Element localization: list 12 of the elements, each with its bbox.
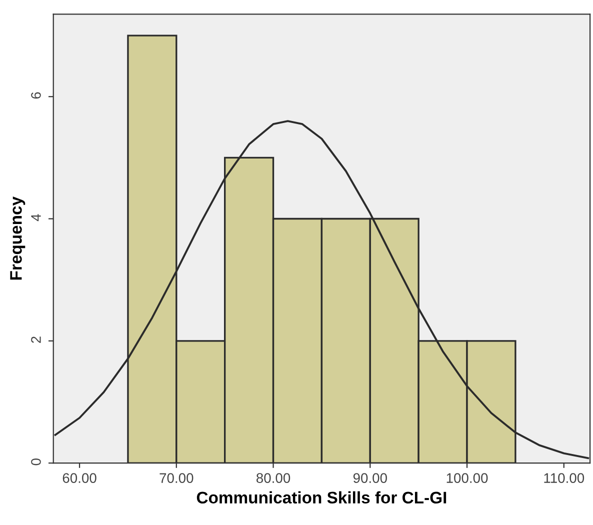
x-tick-label: 110.00 xyxy=(544,473,584,483)
x-axis-title: Communication Skills for CL-GI xyxy=(196,491,446,504)
y-tick-label: 4 xyxy=(31,214,41,222)
x-tick-label: 100.00 xyxy=(446,473,488,483)
x-tick-label: 80.00 xyxy=(256,473,290,483)
y-tick-label: 2 xyxy=(31,336,41,343)
y-tick-label: 6 xyxy=(31,92,41,99)
y-tick-label: 0 xyxy=(31,458,41,466)
x-tick-label: 70.00 xyxy=(160,473,194,483)
y-axis-title: Frequency xyxy=(10,196,26,280)
x-tick-label: 90.00 xyxy=(353,473,387,483)
x-tick-label: 60.00 xyxy=(62,473,96,483)
